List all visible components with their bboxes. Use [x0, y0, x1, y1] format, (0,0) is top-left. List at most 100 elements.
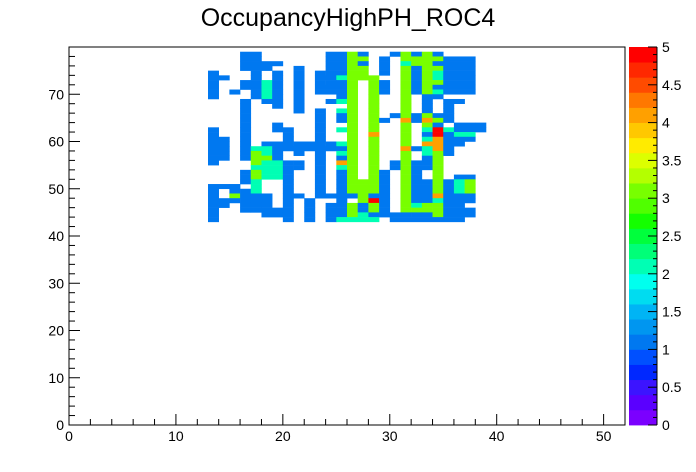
heatmap-cell	[389, 217, 465, 223]
heatmap-cell	[314, 188, 326, 194]
heatmap-cell	[368, 212, 380, 218]
heatmap-cell	[400, 117, 412, 123]
heatmap-cell	[250, 70, 262, 76]
heatmap-cell	[432, 179, 444, 185]
heatmap-cell	[347, 155, 358, 161]
heatmap-cell	[411, 51, 423, 57]
heatmap-cell	[336, 108, 348, 114]
heatmap-cell	[400, 141, 412, 147]
heatmap-cell	[411, 160, 423, 166]
heatmap-cell	[400, 160, 412, 166]
heatmap-cell	[368, 150, 380, 156]
heatmap-cell	[453, 188, 465, 194]
heatmap-cell	[336, 94, 348, 100]
heatmap-cell	[389, 160, 401, 166]
heatmap-cell	[208, 127, 219, 133]
heatmap-cell	[357, 212, 369, 218]
heatmap-cell	[379, 184, 391, 190]
heatmap-cell	[379, 179, 391, 185]
heatmap-cell	[282, 136, 294, 142]
palette-swatch	[629, 77, 657, 93]
x-tick-label: 40	[489, 428, 505, 444]
heatmap-cell	[443, 179, 455, 185]
heatmap-cell	[282, 202, 294, 208]
heatmap-cell	[282, 169, 294, 175]
heatmap-cell	[411, 198, 423, 204]
heatmap-cell	[368, 89, 380, 95]
heatmap-cell	[443, 113, 455, 119]
heatmap-cell	[432, 94, 444, 100]
heatmap-cell	[272, 150, 284, 156]
heatmap-cell	[379, 193, 391, 199]
heatmap-cell	[421, 127, 433, 133]
heatmap-cell	[421, 155, 433, 161]
heatmap-cell	[411, 56, 423, 62]
heatmap-cell	[443, 89, 476, 95]
heatmap-cell	[464, 179, 476, 185]
palette-swatch	[629, 394, 657, 411]
heatmap-cell	[379, 56, 391, 62]
heatmap-cell	[261, 155, 273, 161]
heatmap-cell	[421, 98, 433, 104]
heatmap-cell	[272, 122, 284, 128]
heatmap-cell	[325, 202, 337, 208]
heatmap-cell	[411, 65, 423, 71]
heatmap-cell	[261, 160, 284, 166]
heatmap-cell	[400, 150, 412, 156]
heatmap-cell	[400, 193, 412, 199]
heatmap-cell	[357, 198, 369, 204]
heatmap-cell	[304, 217, 316, 223]
heatmap-cell	[368, 193, 380, 199]
heatmap-cell	[411, 70, 423, 76]
heatmap-cell	[347, 103, 358, 109]
heatmap-cell	[272, 94, 284, 100]
heatmap-cell	[443, 198, 476, 204]
heatmap-cell	[400, 207, 412, 213]
heatmap-cell	[347, 174, 358, 180]
heatmap-cell	[282, 193, 305, 199]
heatmap-cell	[261, 98, 284, 104]
heatmap-cell	[368, 127, 380, 133]
heatmap-cell	[421, 108, 433, 114]
heatmap-cell	[218, 198, 241, 204]
heatmap-cell	[421, 146, 433, 152]
heatmap-cell	[368, 165, 380, 171]
heatmap-cell	[261, 89, 273, 95]
heatmap-cell	[208, 202, 230, 208]
heatmap-cell	[240, 80, 252, 86]
heatmap-cell	[208, 217, 219, 223]
heatmap-cell	[411, 202, 423, 208]
heatmap-cell	[325, 51, 348, 57]
palette-swatch	[629, 334, 657, 350]
heatmap-cell	[347, 202, 358, 208]
heatmap-cell	[250, 179, 262, 185]
heatmap-cell	[314, 155, 326, 161]
heatmap-cell	[250, 174, 262, 180]
heatmap-cell	[347, 94, 358, 100]
heatmap-cell	[293, 94, 305, 100]
color-palette-ticks: 0 0.5 1 1.5 2 2.5 3 3.5 4 4.5 5	[648, 39, 682, 433]
heatmap-cell	[475, 122, 487, 128]
heatmap-cell	[432, 202, 444, 208]
heatmap-cell	[432, 113, 444, 119]
x-tick-label: 20	[275, 428, 291, 444]
heatmap-cell	[314, 70, 326, 76]
heatmap-cell	[336, 217, 380, 223]
heatmap-cell	[250, 188, 262, 194]
heatmap-cell	[432, 160, 444, 166]
palette-swatch	[629, 288, 657, 305]
heatmap-cell	[347, 165, 358, 171]
heatmap-cell	[240, 188, 252, 194]
heatmap-cell	[293, 65, 305, 71]
heatmap-cell	[208, 150, 230, 156]
heatmap-cell	[208, 160, 219, 166]
heatmap-cell	[347, 207, 358, 213]
heatmap-cell	[400, 198, 412, 204]
heatmap-cell	[272, 84, 284, 90]
heatmap-cell	[336, 146, 348, 152]
heatmap-cell	[347, 98, 358, 104]
heatmap-cell	[368, 94, 380, 100]
heatmap-cell	[357, 207, 369, 213]
heatmap-cell	[432, 174, 444, 180]
heatmap-cell	[336, 80, 348, 86]
